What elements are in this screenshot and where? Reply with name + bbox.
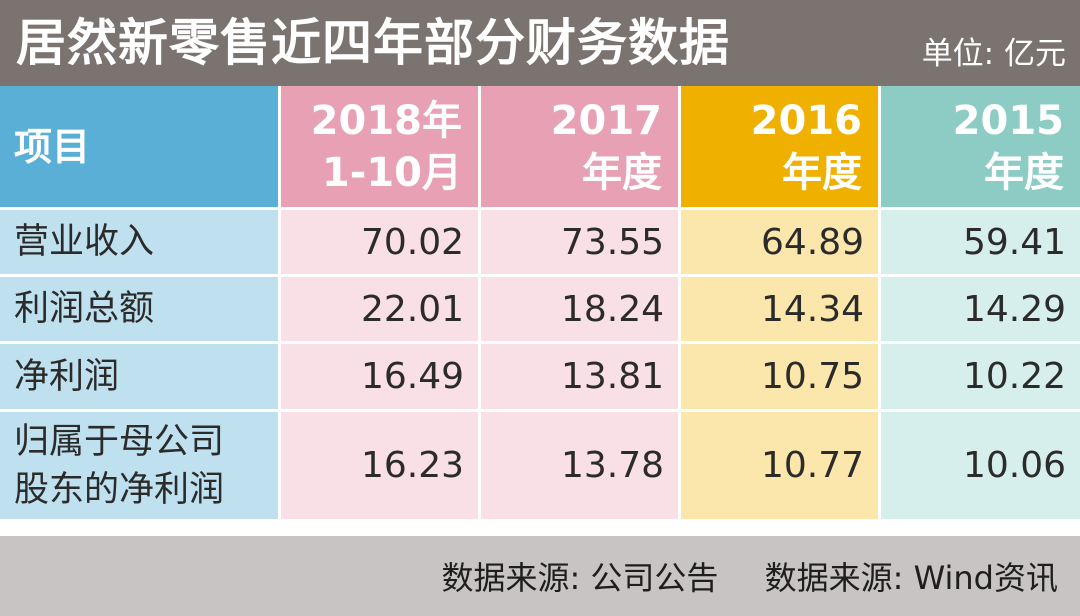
column-header-item: 项目 bbox=[0, 86, 281, 210]
table-cell: 22.01 bbox=[281, 277, 481, 344]
table-cell: 16.23 bbox=[281, 412, 481, 519]
table-cell: 70.02 bbox=[281, 210, 481, 277]
table-cell: 13.81 bbox=[481, 344, 681, 412]
source-wind: 数据来源: Wind资讯 bbox=[764, 559, 1058, 597]
unit-label: 单位: 亿元 bbox=[921, 36, 1066, 72]
table-row: 净利润 16.49 13.81 10.75 10.22 bbox=[0, 344, 1080, 412]
table-header-row: 项目 2018年 1-10月 2017 年度 2016 年度 2015 年度 bbox=[0, 86, 1080, 210]
column-header-2016: 2016 年度 bbox=[681, 86, 881, 210]
table-cell: 14.29 bbox=[881, 277, 1080, 344]
table-cell: 10.75 bbox=[681, 344, 881, 412]
financial-data-table: 项目 2018年 1-10月 2017 年度 2016 年度 2015 年度 营… bbox=[0, 86, 1080, 519]
row-label-net-profit: 净利润 bbox=[0, 344, 281, 412]
table-cell: 10.77 bbox=[681, 412, 881, 519]
data-table-container: 项目 2018年 1-10月 2017 年度 2016 年度 2015 年度 营… bbox=[0, 86, 1080, 536]
table-cell: 59.41 bbox=[881, 210, 1080, 277]
table-cell: 18.24 bbox=[481, 277, 681, 344]
row-label-total-profit: 利润总额 bbox=[0, 277, 281, 344]
table-cell: 73.55 bbox=[481, 210, 681, 277]
footer-bar: 数据来源: 公司公告 数据来源: Wind资讯 bbox=[0, 536, 1080, 616]
table-row: 营业收入 70.02 73.55 64.89 59.41 bbox=[0, 210, 1080, 277]
column-header-2018: 2018年 1-10月 bbox=[281, 86, 481, 210]
column-header-2015: 2015 年度 bbox=[881, 86, 1080, 210]
source-company-announcement: 数据来源: 公司公告 bbox=[441, 559, 719, 597]
chart-title: 居然新零售近四年部分财务数据 bbox=[16, 14, 730, 72]
row-label-revenue: 营业收入 bbox=[0, 210, 281, 277]
table-row: 利润总额 22.01 18.24 14.34 14.29 bbox=[0, 277, 1080, 344]
table-cell: 64.89 bbox=[681, 210, 881, 277]
header-bar: 居然新零售近四年部分财务数据 单位: 亿元 bbox=[0, 0, 1080, 86]
table-cell: 14.34 bbox=[681, 277, 881, 344]
source-note: 数据来源: 公司公告 数据来源: Wind资讯 bbox=[441, 556, 1058, 600]
table-row: 归属于母公司 股东的净利润 16.23 13.78 10.77 10.06 bbox=[0, 412, 1080, 519]
table-cell: 10.22 bbox=[881, 344, 1080, 412]
table-cell: 10.06 bbox=[881, 412, 1080, 519]
table-cell: 16.49 bbox=[281, 344, 481, 412]
column-header-2017: 2017 年度 bbox=[481, 86, 681, 210]
row-label-net-profit-parent: 归属于母公司 股东的净利润 bbox=[0, 412, 281, 519]
table-cell: 13.78 bbox=[481, 412, 681, 519]
